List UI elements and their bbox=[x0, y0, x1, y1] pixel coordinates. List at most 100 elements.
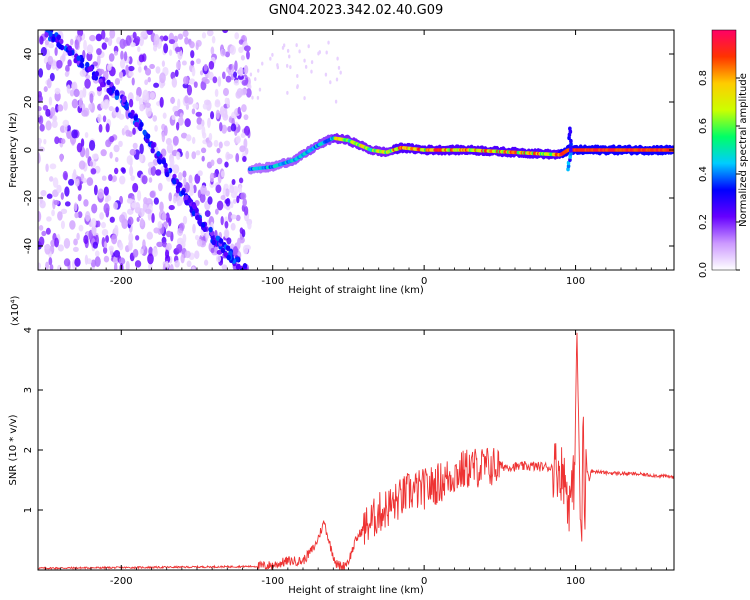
spectrogram-noise-cell bbox=[237, 74, 244, 80]
spectrogram-noise-cell bbox=[146, 231, 154, 240]
spectrogram-noise-cell bbox=[216, 147, 221, 154]
spectrogram-noise-cell bbox=[203, 99, 211, 106]
spectrogram-noise-cell bbox=[317, 51, 320, 56]
spectrogram-noise-cell bbox=[159, 201, 164, 212]
spectrogram-noise-cell bbox=[74, 178, 80, 187]
spectrogram-noise-cell bbox=[105, 235, 109, 244]
colorbar-tick-label: 0.6 bbox=[698, 118, 709, 134]
spectrogram-noise-cell bbox=[43, 138, 47, 145]
spectrogram-noise-cell bbox=[164, 254, 171, 264]
spectrogram-noise-cell bbox=[53, 199, 60, 206]
y-tick-label: 2 bbox=[23, 447, 34, 453]
spectrogram-noise-cell bbox=[195, 42, 199, 51]
spectrogram-noise-cell bbox=[303, 58, 306, 63]
spectrogram-noise-cell bbox=[89, 93, 94, 104]
spectrogram-noise-cell bbox=[214, 100, 221, 108]
spectrogram-noise-cell bbox=[199, 193, 206, 204]
spectrogram-noise-cell bbox=[64, 186, 70, 197]
spectrogram-noise-cell bbox=[128, 232, 134, 244]
spectrogram-noise-cell bbox=[108, 174, 113, 182]
spectrogram-noise-cell bbox=[38, 110, 41, 118]
spectrogram-noise-cell bbox=[48, 176, 54, 182]
y-tick-label: -20 bbox=[23, 190, 34, 206]
spectrogram-noise-cell bbox=[222, 30, 229, 34]
spectrogram-noise-cell bbox=[38, 152, 41, 164]
spectrogram-noise-cell bbox=[161, 212, 167, 221]
colorbar-tick-label: 0.4 bbox=[698, 166, 709, 182]
spectrogram-noise-cell bbox=[182, 82, 189, 89]
spectrogram-diagonal-cell bbox=[88, 65, 93, 72]
spectrogram-noise-cell bbox=[131, 77, 135, 86]
spectrogram-noise-cell bbox=[66, 84, 71, 94]
spectrogram-noise-cell bbox=[129, 148, 137, 156]
spectrogram-noise-cell bbox=[85, 147, 90, 159]
spectrogram-noise-cell bbox=[182, 215, 188, 225]
snr-background bbox=[38, 330, 674, 570]
spectrogram-diagonal-cell bbox=[172, 179, 177, 185]
colorbar-tick-label: 0.8 bbox=[698, 70, 709, 86]
spectrogram-noise-cell bbox=[44, 39, 50, 46]
spectrogram-noise-cell bbox=[194, 250, 200, 260]
spectrogram-y-ticks: -40 -20 0 20 40 bbox=[23, 48, 674, 254]
spectrogram-noise-cell bbox=[60, 138, 66, 145]
spectrogram-noise-cell bbox=[100, 101, 106, 110]
spectrogram-noise-cell bbox=[235, 135, 241, 144]
spectrogram-noise-cell bbox=[310, 60, 314, 65]
spectrogram-noise-cell bbox=[91, 203, 98, 214]
snr-y-multiplier: (x10⁴) bbox=[10, 295, 21, 326]
spectrogram-noise-cell bbox=[217, 76, 222, 87]
spectrogram-noise-cell bbox=[65, 64, 70, 73]
spectrogram-noise-cell bbox=[139, 143, 144, 155]
spectrogram-noise-cell bbox=[145, 208, 152, 214]
spectrogram-noise-cell bbox=[210, 46, 215, 55]
x-tick-label: 100 bbox=[566, 576, 585, 587]
snr-line bbox=[38, 332, 674, 570]
spectrogram-noise-cell bbox=[203, 63, 208, 72]
spectrogram-noise-cell bbox=[235, 152, 240, 163]
spectrogram-noise-cell bbox=[90, 217, 97, 228]
colorbar-gradient bbox=[711, 29, 737, 271]
spectrogram-noise-cell bbox=[45, 108, 51, 117]
spectrogram-noise-cell bbox=[224, 229, 229, 239]
spectrogram-diagonal-cell bbox=[45, 30, 48, 31]
spectrogram-noise-cell bbox=[225, 197, 231, 207]
spectrogram-noise-cell bbox=[127, 216, 134, 226]
spectrogram-noise-cell bbox=[204, 78, 210, 85]
spectrogram-noise-cell bbox=[224, 220, 229, 229]
spectrogram-noise-cell bbox=[166, 143, 174, 154]
spectrogram-noise-cell bbox=[229, 45, 236, 55]
spectrogram-noise-cell bbox=[276, 63, 279, 68]
spectrogram-noise-cell bbox=[171, 114, 176, 120]
spectrogram-noise-cell bbox=[101, 175, 107, 181]
spectrogram-noise-cell bbox=[194, 173, 201, 184]
spectrogram-noise-cell bbox=[238, 177, 244, 184]
spectrogram-noise-cell bbox=[100, 149, 107, 157]
spectrogram-noise-cell bbox=[38, 224, 44, 231]
spectrogram-noise-cell bbox=[230, 201, 234, 209]
spectrogram-noise-cell bbox=[148, 177, 153, 183]
spectrogram-x-ticks: -200 -100 0 100 bbox=[45, 30, 667, 287]
spectrogram-noise-cell bbox=[285, 63, 289, 68]
spectrogram-diagonal-cell bbox=[226, 254, 231, 261]
spectrogram-noise-cell bbox=[54, 136, 60, 145]
spectrogram-noise-cell bbox=[183, 177, 187, 186]
spectrogram-noise-cell bbox=[226, 237, 232, 245]
spectrogram-diagonal-cell bbox=[211, 239, 216, 246]
spectrogram-noise-cell bbox=[296, 73, 299, 78]
spectrogram-noise-cell bbox=[156, 241, 164, 248]
spectrogram-noise-cell bbox=[84, 211, 91, 222]
spectrogram-noise-cell bbox=[71, 98, 79, 109]
spectrogram-noise-cell bbox=[125, 35, 132, 46]
spectrogram-noise-cell bbox=[249, 72, 253, 77]
spectrogram-diagonal-cell bbox=[56, 34, 61, 40]
spectrogram-noise-cell bbox=[184, 37, 189, 45]
spectrogram-noise-cell bbox=[100, 221, 106, 229]
spectrogram-noise-cell bbox=[243, 45, 251, 52]
spectrogram-noise-cell bbox=[258, 87, 262, 92]
spectrogram-noise-cell bbox=[69, 89, 75, 97]
spectrogram-noise-cell bbox=[223, 140, 231, 147]
spectrogram-noise-cell bbox=[46, 193, 53, 199]
spectrogram-noise-cell bbox=[132, 142, 138, 150]
spectrogram-noise-cell bbox=[78, 160, 86, 170]
